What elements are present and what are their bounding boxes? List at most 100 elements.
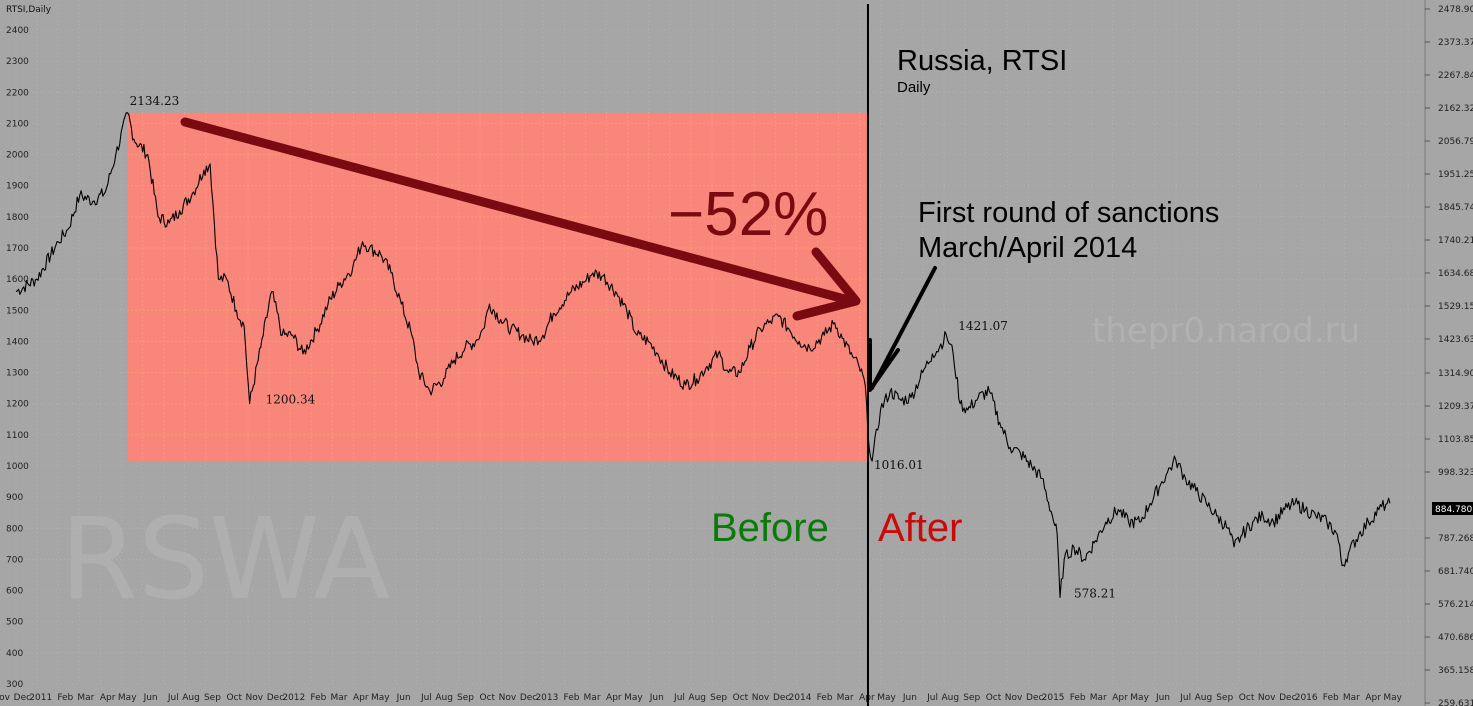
x-tick-label: Jul <box>1179 693 1191 703</box>
x-tick-label: Jul <box>926 693 938 703</box>
price-line <box>15 112 1391 598</box>
right-tick-label: 2478.90 <box>1438 5 1473 15</box>
x-tick-label: Sep <box>457 693 474 703</box>
left-tick-label: 2000 <box>6 151 29 161</box>
x-tick-label: Feb <box>1070 693 1086 703</box>
right-tick-label: 681.740 <box>1438 567 1473 577</box>
right-tick-label: 1951.25 <box>1438 170 1473 180</box>
x-tick-label: Aug <box>435 693 453 703</box>
left-tick-label: 1300 <box>6 369 29 379</box>
before-label: Before <box>711 506 829 550</box>
x-tick-label: Sep <box>963 693 980 703</box>
x-tick-label: Dec <box>773 693 790 703</box>
x-tick-label: Feb <box>817 693 833 703</box>
annotation-low-2014: 1016.01 <box>874 458 924 472</box>
annotation-peak-2014: 1421.07 <box>958 319 1008 333</box>
right-tick-label: 787.268 <box>1438 534 1473 544</box>
right-tick-label: 1634.68 <box>1438 269 1473 279</box>
x-tick-label: Oct <box>480 693 496 703</box>
left-tick-label: 600 <box>6 587 23 597</box>
x-tick-label: Nov <box>499 693 517 703</box>
x-tick-label: Nov <box>1005 693 1023 703</box>
x-tick-label: Apr <box>606 693 622 703</box>
x-tick-label: Apr <box>353 693 369 703</box>
x-tick-label: Apr <box>100 693 116 703</box>
x-tick-label: May <box>371 693 390 703</box>
x-tick-label: Dec <box>1279 693 1296 703</box>
x-tick-label: Jul <box>420 693 432 703</box>
x-tick-label: Dec <box>1026 693 1043 703</box>
annotation-low-2011: 1200.34 <box>266 393 316 407</box>
x-tick-label: Sep <box>710 693 727 703</box>
sanctions-arrow <box>868 266 937 392</box>
left-tick-label: 1600 <box>6 275 29 285</box>
left-tick-label: 2100 <box>6 119 29 129</box>
x-tick-label: Feb <box>57 693 73 703</box>
x-tick-label: Dec <box>14 693 31 703</box>
left-tick-label: 2200 <box>6 88 29 98</box>
x-tick-label: Oct <box>1239 693 1255 703</box>
right-tick-label: 576.214 <box>1438 600 1473 610</box>
x-tick-label: Dec <box>520 693 537 703</box>
before-period-highlight <box>127 112 868 462</box>
x-tick-label: Feb <box>1323 693 1339 703</box>
watermark-right: thepr0.narod.ru <box>1092 311 1360 351</box>
left-tick-label: 1200 <box>6 400 29 410</box>
right-tick-label: 2373.37 <box>1438 38 1473 48</box>
x-tick-label: Aug <box>688 693 706 703</box>
left-tick-label: 400 <box>6 649 23 659</box>
series-label: RTSI,Daily <box>6 5 52 15</box>
x-tick-label: May <box>624 693 643 703</box>
highlight-grid <box>127 112 868 462</box>
drop-arrow <box>180 117 861 321</box>
right-axis: 259.631 365.158 470.686 576.214 681.740 787.2… <box>1424 0 1473 706</box>
x-tick-label: Feb <box>564 693 580 703</box>
x-tick-label: Jul <box>167 693 179 703</box>
x-tick-label: Mar <box>77 693 94 703</box>
right-tick-label: 1845.74 <box>1438 203 1473 213</box>
left-tick-label: 700 <box>6 555 23 565</box>
drop-percent: −52% <box>668 180 828 249</box>
x-tick-label: Nov <box>752 693 770 703</box>
x-tick-label: Nov <box>1258 693 1276 703</box>
x-tick-label: Apr <box>1112 693 1128 703</box>
sanctions-text-line2: March/April 2014 <box>918 232 1137 264</box>
x-tick-label: Feb <box>310 693 326 703</box>
left-tick-label: 1900 <box>6 182 29 192</box>
right-tick-label: 998.323 <box>1438 468 1473 478</box>
x-tick-label: 2013 <box>535 693 558 703</box>
x-tick-label: Nov <box>0 693 11 703</box>
right-tick-label: 1423.63 <box>1438 335 1473 345</box>
x-tick-label: May <box>1383 693 1402 703</box>
x-tick-label: Oct <box>733 693 749 703</box>
x-tick-label: May <box>877 693 896 703</box>
x-tick-label: 2015 <box>1042 693 1065 703</box>
annotation-low-dec-2014: 578.21 <box>1074 586 1116 600</box>
left-tick-label: 1700 <box>6 244 29 254</box>
x-tick-label: Sep <box>204 693 221 703</box>
x-tick-label: Jul <box>673 693 685 703</box>
x-tick-label: 2011 <box>29 693 52 703</box>
x-tick-label: 2016 <box>1295 693 1318 703</box>
x-tick-label: Jun <box>143 693 158 703</box>
x-tick-label: Sep <box>1216 693 1233 703</box>
left-tick-label: 2400 <box>6 26 29 36</box>
x-tick-label: Mar <box>1090 693 1107 703</box>
x-tick-label: Jun <box>396 693 411 703</box>
x-tick-label: Mar <box>837 693 854 703</box>
right-tick-label: 1529.15 <box>1438 302 1473 312</box>
right-tick-label: 2162.32 <box>1438 104 1473 114</box>
after-label: After <box>878 506 962 550</box>
chart-title: Russia, RTSI <box>897 45 1067 77</box>
left-axis: 300 400 500 600 700 800 900 1000 1100 1200 1300 140… <box>6 26 29 690</box>
right-tick-label: 1314.90 <box>1438 369 1473 379</box>
right-tick-label: 365.158 <box>1438 666 1473 676</box>
x-tick-label: Jun <box>902 693 917 703</box>
left-tick-label: 800 <box>6 524 23 534</box>
watermark-left: RSWA <box>60 495 390 625</box>
left-tick-label: 1100 <box>6 431 29 441</box>
x-tick-label: Apr <box>1365 693 1381 703</box>
right-tick-label: 470.686 <box>1438 633 1473 643</box>
x-tick-label: Oct <box>986 693 1002 703</box>
